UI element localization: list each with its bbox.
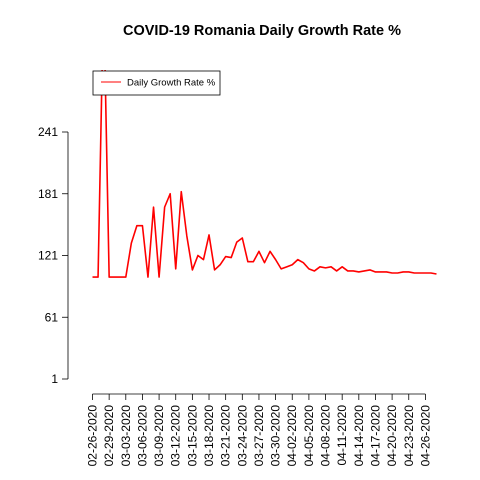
x-tick-label: 03-09-2020 bbox=[152, 405, 166, 467]
series-line bbox=[92, 70, 437, 278]
legend-box bbox=[92, 70, 221, 96]
x-tick-label: 03-30-2020 bbox=[269, 405, 283, 467]
x-tick-label: 03-27-2020 bbox=[252, 405, 266, 467]
legend: Daily Growth Rate % bbox=[92, 70, 221, 96]
x-tick-label: 04-20-2020 bbox=[385, 405, 399, 467]
x-tick-label: 03-21-2020 bbox=[219, 405, 233, 467]
x-tick-label: 04-05-2020 bbox=[302, 405, 316, 467]
x-tick-label: 04-17-2020 bbox=[368, 405, 382, 467]
x-tick-label: 02-26-2020 bbox=[86, 405, 100, 467]
y-tick-label: 241 bbox=[38, 125, 58, 139]
y-tick-label: 1 bbox=[51, 372, 58, 386]
x-axis: 02-26-2020 02-29-2020 03-03-2020 03-06-2020… bbox=[86, 393, 432, 467]
x-tick-label: 04-26-2020 bbox=[418, 405, 432, 467]
y-tick-label: 181 bbox=[38, 187, 58, 201]
x-tick-label: 03-15-2020 bbox=[185, 405, 199, 467]
legend-label: Daily Growth Rate % bbox=[127, 78, 216, 89]
x-tick-label: 03-03-2020 bbox=[119, 405, 133, 467]
y-tick-label: 121 bbox=[38, 249, 58, 263]
y-axis: 1 61 121 181 241 bbox=[38, 125, 69, 386]
y-tick-label: 61 bbox=[45, 310, 59, 324]
x-tick-label: 04-23-2020 bbox=[402, 405, 416, 467]
x-tick-label: 03-06-2020 bbox=[135, 405, 149, 467]
x-tick-label: 04-11-2020 bbox=[335, 405, 349, 466]
plot-area bbox=[92, 70, 437, 278]
x-tick-label: 04-14-2020 bbox=[352, 405, 366, 467]
x-tick-label: 04-08-2020 bbox=[319, 405, 333, 467]
x-tick-label: 04-02-2020 bbox=[285, 405, 299, 467]
x-tick-label: 03-18-2020 bbox=[202, 405, 216, 467]
x-tick-label: 03-24-2020 bbox=[235, 405, 249, 467]
x-tick-label: 03-12-2020 bbox=[169, 405, 183, 467]
chart-title: COVID-19 Romania Daily Growth Rate % bbox=[123, 23, 401, 39]
x-tick-label: 02-29-2020 bbox=[102, 405, 116, 467]
